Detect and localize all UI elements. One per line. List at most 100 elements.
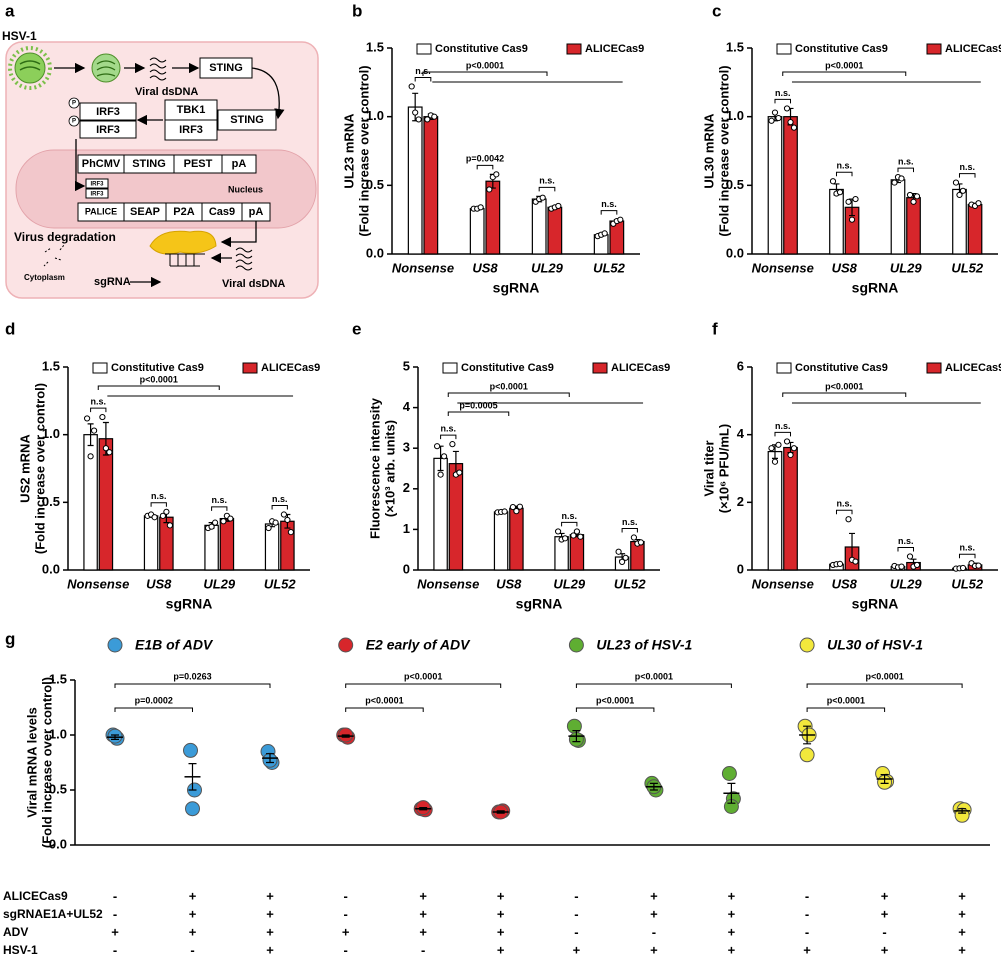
- x-tick-label: UL29: [203, 576, 236, 591]
- data-point: [287, 529, 295, 536]
- legend-swatch: [566, 43, 582, 55]
- annotation: p<0.0001: [827, 695, 865, 705]
- error-bar: [572, 730, 581, 743]
- data-point: [898, 563, 905, 570]
- x-tick-label: UL52: [264, 576, 297, 591]
- legend-label: UL30 of HSV-1: [827, 637, 923, 653]
- condition-value: -: [805, 924, 809, 939]
- bracket: [345, 707, 424, 712]
- phospho-label: P: [72, 101, 76, 107]
- y-tick-label: 1.5: [42, 358, 60, 373]
- legend-label: ALICECas9: [261, 362, 320, 374]
- data-point: [959, 187, 967, 194]
- condition-label: HSV-1: [3, 943, 38, 957]
- data-point: [570, 532, 577, 539]
- bar: [783, 446, 798, 571]
- annotation: p=0.0002: [135, 695, 173, 705]
- data-point: [415, 116, 422, 123]
- data-point: [845, 198, 852, 205]
- annotation: p<0.0001: [825, 60, 863, 70]
- condition-value: +: [650, 942, 658, 957]
- legend-swatch: [416, 43, 432, 55]
- bar: [767, 116, 783, 255]
- data-point: [913, 193, 921, 200]
- data-point: [166, 522, 174, 529]
- data-point: [783, 438, 791, 445]
- capsid-icon: [91, 53, 121, 83]
- bracket: [774, 98, 792, 104]
- x-tick-label: US8: [472, 260, 498, 275]
- y-tick-label: 1.0: [726, 108, 744, 123]
- legend-label: Constitutive Cas9: [435, 43, 528, 55]
- bracket: [782, 392, 907, 397]
- data-point: [99, 413, 106, 421]
- data-point: [493, 171, 500, 178]
- data-point: [768, 445, 775, 452]
- diagram-text: Viral dsDNA: [222, 278, 285, 290]
- annotation: n.s.: [272, 494, 288, 504]
- node-label: STING: [230, 114, 264, 126]
- data-point: [265, 524, 272, 532]
- node-label: IRF3: [96, 124, 120, 136]
- data-point: [554, 528, 562, 535]
- data-point: [516, 503, 524, 510]
- x-tick-label: Nonsense: [417, 576, 479, 591]
- condition-value: +: [958, 888, 966, 903]
- x-tick-label: UL52: [951, 260, 984, 275]
- bracket: [150, 502, 167, 507]
- annotation: n.s.: [836, 499, 852, 509]
- error-bar: [496, 810, 505, 814]
- y-tick-label: 0: [737, 561, 744, 576]
- condition-value: +: [497, 942, 505, 957]
- bar: [98, 438, 114, 571]
- condition-value: +: [189, 924, 197, 939]
- data-point: [437, 471, 444, 478]
- bracket: [897, 546, 915, 552]
- node-box: [85, 188, 109, 199]
- y-tick-label: 1.0: [42, 426, 60, 441]
- legend-swatch: [338, 637, 354, 653]
- dsdna-icon: [149, 57, 167, 81]
- node-box: [85, 178, 109, 189]
- data-point: [211, 519, 219, 526]
- bracket: [575, 683, 732, 688]
- bar: [952, 188, 967, 255]
- error-bar: [341, 734, 350, 738]
- data-point: [220, 518, 227, 525]
- bracket: [414, 76, 432, 82]
- node-box: [79, 120, 137, 139]
- bracket: [114, 707, 193, 712]
- x-tick-label: Nonsense: [67, 576, 129, 591]
- data-point: [848, 216, 856, 223]
- bracket: [97, 385, 220, 390]
- node-box: [217, 109, 277, 131]
- error-bar: [266, 753, 274, 764]
- y-tick-label: 0: [403, 561, 410, 576]
- legend-label: Constitutive Cas9: [461, 362, 554, 374]
- condition-label: ALICECas9: [3, 889, 68, 903]
- legend-label: E2 early of ADV: [366, 637, 471, 653]
- data-point: [449, 441, 456, 448]
- annotation: n.s.: [898, 156, 914, 166]
- annotation: n.s.: [90, 396, 106, 406]
- y-axis-label: Viral mRNA levels: [24, 707, 39, 818]
- annotation: p<0.0001: [404, 671, 442, 681]
- condition-value: +: [881, 888, 889, 903]
- data-point: [622, 554, 629, 561]
- data-point: [852, 558, 859, 565]
- node-label: STING: [209, 62, 243, 74]
- legend-swatch: [799, 637, 815, 653]
- data-point: [721, 766, 737, 781]
- condition-value: +: [189, 888, 197, 903]
- data-point: [486, 186, 493, 193]
- annotation: n.s.: [959, 162, 975, 172]
- node-label: PEST: [184, 158, 213, 170]
- compartment-label: Cytoplasm: [24, 273, 65, 282]
- bracket: [211, 506, 228, 511]
- condition-value: -: [113, 942, 117, 957]
- bracket: [600, 210, 618, 215]
- diagram-panel: a HSV-1 Viral dsDNA STING TBK1 IRF3 STIN…: [2, 1, 319, 299]
- condition-value: -: [574, 924, 578, 939]
- data-point: [513, 508, 520, 515]
- bar: [767, 450, 783, 571]
